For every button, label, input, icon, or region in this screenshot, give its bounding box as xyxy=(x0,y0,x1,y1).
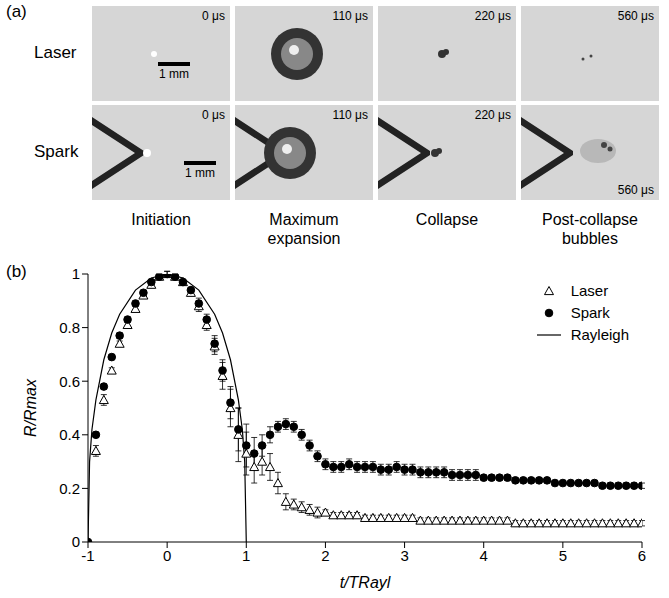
svg-text:0.6: 0.6 xyxy=(59,373,80,390)
html-text:Rayleigh: Rayleigh xyxy=(570,326,629,343)
html-text:1 mm: 1 mm xyxy=(159,67,189,81)
html-text:Laser: Laser xyxy=(570,282,609,299)
svg-text:0: 0 xyxy=(72,533,80,550)
html-text:(a): (a) xyxy=(6,2,27,21)
html-text:Maximum expansion: Maximum expansion xyxy=(267,211,341,247)
svg-text:6: 6 xyxy=(638,547,646,564)
html-text:Spark: Spark xyxy=(34,141,79,161)
svg-text:2: 2 xyxy=(321,547,329,564)
svg-text:-1: -1 xyxy=(81,547,94,564)
svg-text:3: 3 xyxy=(400,547,408,564)
svg-text:0.4: 0.4 xyxy=(59,426,80,443)
html-text:220 μs: 220 μs xyxy=(474,9,511,23)
html-text:560 μs: 560 μs xyxy=(617,183,654,197)
html-text:560 μs: 560 μs xyxy=(617,9,654,23)
svg-text:1: 1 xyxy=(72,265,80,282)
html-text:1 mm: 1 mm xyxy=(185,166,215,180)
html-text:110 μs: 110 μs xyxy=(332,108,368,122)
html-text:Laser: Laser xyxy=(34,42,77,62)
html-text:(b): (b) xyxy=(6,262,27,281)
svg-text:5: 5 xyxy=(559,547,567,564)
svg-text:0.2: 0.2 xyxy=(59,480,80,497)
html-text:110 μs: 110 μs xyxy=(332,9,368,23)
html-text:0 μs: 0 μs xyxy=(202,9,225,23)
html-text:Post-collapse bubbles: Post-collapse bubbles xyxy=(542,211,638,247)
svg-text:t/TRayl: t/TRayl xyxy=(340,574,391,591)
svg-text:R/Rmax: R/Rmax xyxy=(22,378,39,437)
html-text:220 μs: 220 μs xyxy=(474,108,511,122)
svg-text:1: 1 xyxy=(242,547,250,564)
html-text:Initiation: Initiation xyxy=(131,211,191,228)
svg-text:0: 0 xyxy=(163,547,171,564)
html-text:0 μs: 0 μs xyxy=(202,108,225,122)
html-text:Spark: Spark xyxy=(570,304,610,321)
svg-text:0.8: 0.8 xyxy=(59,319,80,336)
svg-text:4: 4 xyxy=(480,547,488,564)
html-text:Collapse: Collapse xyxy=(415,211,479,228)
